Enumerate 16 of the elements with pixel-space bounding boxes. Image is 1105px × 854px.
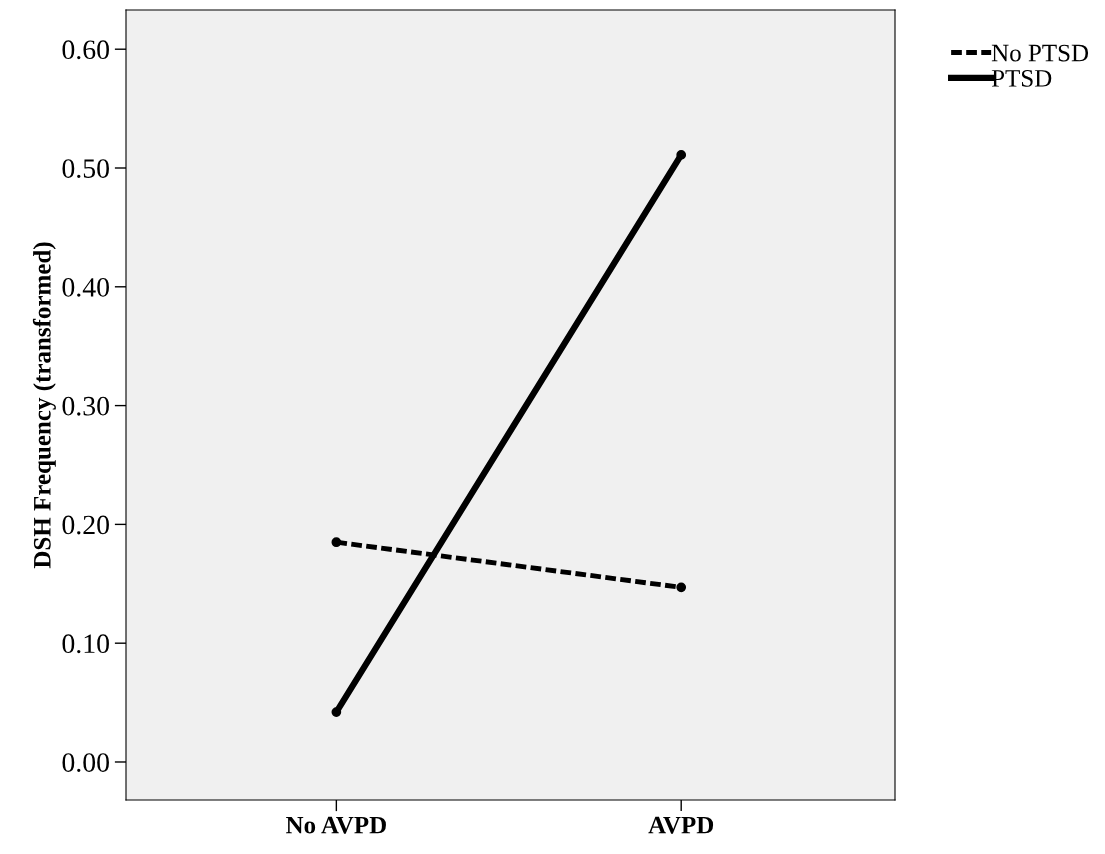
point bbox=[331, 537, 342, 548]
legend-label: No PTSD bbox=[991, 44, 1089, 62]
x-tick-label: No AVPD bbox=[286, 816, 386, 834]
point bbox=[676, 582, 687, 593]
point bbox=[331, 707, 342, 717]
y-tick-label: 0.30 bbox=[62, 396, 109, 416]
point bbox=[676, 150, 687, 160]
y-tick-label: 0.00 bbox=[62, 753, 109, 773]
legend-label: PTSD bbox=[991, 69, 1052, 87]
y-tick-label: 0.40 bbox=[62, 277, 109, 297]
y-tick-label: 0.60 bbox=[62, 40, 109, 60]
y-tick-label: 0.20 bbox=[62, 515, 109, 535]
y-tick-label: 0.50 bbox=[62, 159, 109, 179]
y-tick-label: 0.10 bbox=[62, 634, 109, 654]
x-tick-label: AVPD bbox=[648, 816, 714, 834]
y-axis-title: DSH Frequency (transformed) bbox=[32, 242, 56, 569]
